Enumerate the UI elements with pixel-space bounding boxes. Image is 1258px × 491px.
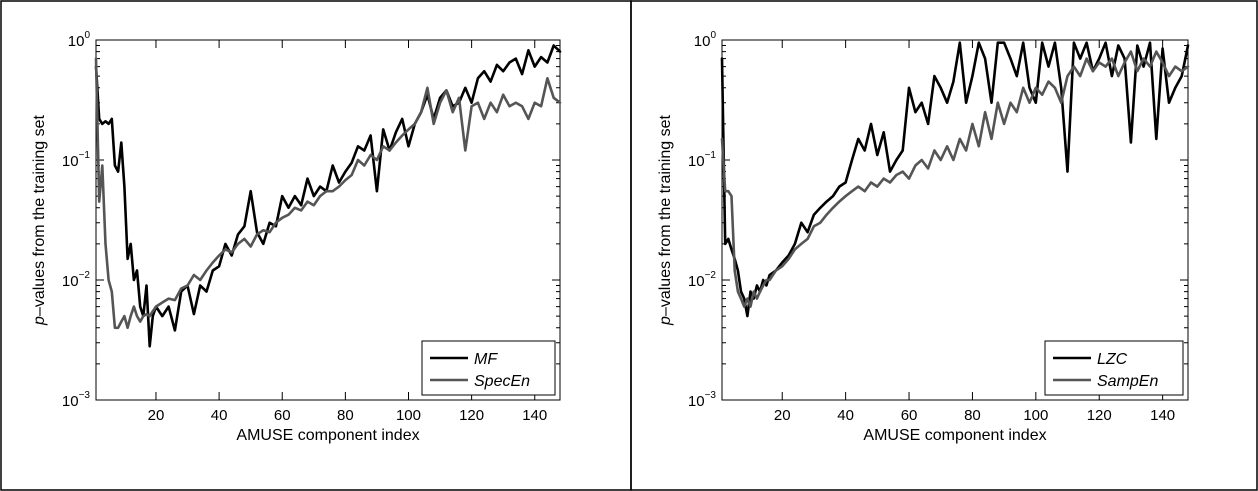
legend-label-specen: SpecEn [474,373,530,390]
y-tick-exponent: −2 [705,270,717,281]
y-tick-exponent: −1 [705,150,717,161]
legend: MF SpecEn [421,340,556,396]
x-tick-label: 20 [774,407,791,424]
y-axis-label-text: –values from the training set [657,115,674,317]
series-line-specen [94,57,562,330]
x-tick-label: 40 [837,407,854,424]
y-axis-label-variable: p [657,316,674,326]
plot-area [721,39,1189,401]
y-tick-label: 10−1 [62,150,91,170]
y-tick-label: 100 [694,30,717,50]
y-axis-label-variable: p [31,316,48,326]
x-tick-label: 100 [396,407,421,424]
y-tick-exponent: 0 [84,30,90,41]
y-tick-exponent: −3 [705,390,717,401]
series-line-sampen [720,50,1190,308]
y-tick-base: 10 [694,33,711,50]
x-tick-label: 120 [459,407,484,424]
y-tick-base: 10 [62,273,79,290]
x-tick-label: 20 [148,407,165,424]
y-axis-label: p–values from the training set [31,115,48,326]
y-tick-exponent: −1 [79,150,91,161]
y-tick-label: 10−3 [62,390,91,410]
y-tick-exponent: −2 [79,270,91,281]
y-tick-label: 10−2 [62,270,91,290]
x-axis-label: AMUSE component index [863,427,1046,444]
y-axis-label: p–values from the training set [657,115,674,326]
right-panel-frame [630,0,1258,491]
y-tick-base: 10 [62,153,79,170]
y-tick-base: 10 [688,153,705,170]
y-tick-base: 10 [62,393,79,410]
y-tick-label: 10−3 [688,390,717,410]
y-tick-label: 10−2 [688,270,717,290]
legend: LZC SampEn [1044,340,1184,396]
y-tick-base: 10 [688,393,705,410]
y-tick-exponent: 0 [710,30,716,41]
y-tick-base: 10 [688,273,705,290]
x-tick-label: 60 [901,407,918,424]
x-tick-label: 80 [337,407,354,424]
y-tick-label: 100 [68,30,91,50]
legend-label-mf: MF [474,351,498,368]
y-tick-base: 10 [68,33,85,50]
x-axis-label: AMUSE component index [236,427,419,444]
x-tick-label: 140 [1150,407,1175,424]
x-tick-label: 60 [274,407,291,424]
x-tick-label: 120 [1087,407,1112,424]
plot-area [95,39,561,401]
x-tick-label: 80 [964,407,981,424]
x-tick-label: 100 [1023,407,1048,424]
legend-box [421,340,556,396]
legend-label-sampen: SampEn [1097,373,1158,390]
y-axis-label-text: –values from the training set [31,115,48,317]
legend-box [1044,340,1184,396]
y-tick-exponent: −3 [79,390,91,401]
series-line-mf [94,44,562,348]
legend-label-lzc: LZC [1097,351,1128,368]
x-tick-label: 40 [211,407,228,424]
x-tick-label: 140 [522,407,547,424]
y-tick-label: 10−1 [688,150,717,170]
